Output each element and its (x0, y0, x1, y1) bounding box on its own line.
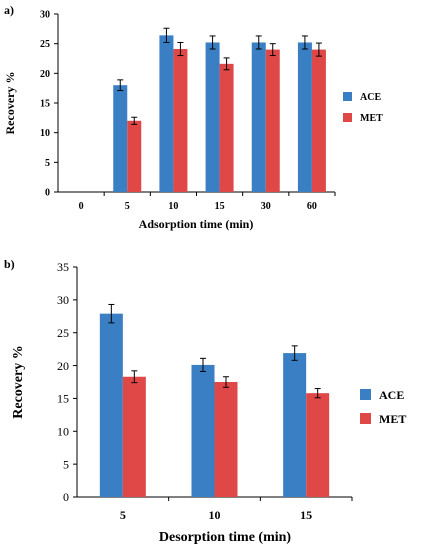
bar-met (173, 49, 188, 192)
bar-met (311, 49, 326, 192)
bar-met (122, 376, 146, 497)
bar-met (265, 49, 280, 192)
y-axis-title: Recovery % (11, 345, 26, 418)
y-tick-label: 20 (57, 359, 69, 373)
y-tick-label: 15 (57, 392, 69, 406)
legend-swatch-met (360, 413, 371, 424)
y-axis-title: Recovery % (3, 72, 17, 135)
bar-met (306, 393, 330, 497)
bar-ace (205, 42, 220, 193)
y-tick-label: 5 (45, 158, 50, 169)
bar-ace (159, 35, 174, 192)
x-tick-label: 30 (261, 201, 271, 212)
x-tick-label: 0 (79, 201, 84, 212)
x-tick-label: 10 (209, 508, 221, 522)
y-tick-label: 30 (40, 10, 50, 21)
x-tick-label: 5 (120, 508, 126, 522)
legend-swatch-ace (343, 92, 352, 101)
bar-ace (113, 85, 128, 192)
panel-label: a) (4, 3, 14, 17)
legend-swatch-met (343, 113, 352, 122)
legend: ACE MET (360, 388, 406, 426)
y-tick-label: 25 (57, 326, 69, 340)
y-tick-label: 25 (40, 39, 50, 50)
legend-label-met: MET (360, 113, 383, 124)
x-tick-label: 15 (215, 201, 225, 212)
x-tick-label: 10 (168, 201, 178, 212)
y-tick-label: 5 (63, 457, 69, 471)
bar-met (219, 63, 234, 193)
x-tick-label: 15 (300, 508, 312, 522)
x-axis-title: Adsorption time (min) (139, 217, 254, 231)
y-tick-label: 35 (57, 260, 69, 274)
bar-met (214, 382, 238, 497)
chart-panel-b: b) 0 5 10 15 20 25 30 35 5 10 15 Recovery % Desorptio… (4, 257, 406, 545)
y-tick-label: 20 (40, 69, 50, 80)
bar-ace (191, 364, 215, 497)
legend-label-met: MET (379, 412, 406, 426)
y-tick-label: 30 (57, 293, 69, 307)
y-tick-label: 0 (63, 490, 69, 504)
y-tick-label: 10 (40, 128, 50, 139)
y-tick-label: 15 (40, 99, 50, 110)
bar-ace (251, 42, 266, 193)
bar-ace (297, 42, 312, 193)
legend-swatch-ace (360, 389, 371, 400)
chart-panel-a: a) 0 5 10 15 20 25 30 0 5 10 15 30 60 Recovery % Adsorp… (3, 3, 383, 231)
x-tick-label: 5 (125, 201, 130, 212)
x-tick-label: 60 (307, 201, 317, 212)
legend: ACE MET (343, 92, 383, 124)
legend-label-ace: ACE (379, 388, 404, 402)
bar-met (127, 120, 142, 192)
bar-ace (283, 353, 307, 497)
legend-label-ace: ACE (360, 92, 381, 103)
panel-label: b) (4, 257, 15, 271)
y-tick-label: 10 (57, 424, 69, 438)
x-axis-title: Desorption time (min) (159, 530, 292, 545)
y-tick-label: 0 (45, 188, 50, 199)
bar-ace (99, 313, 123, 497)
